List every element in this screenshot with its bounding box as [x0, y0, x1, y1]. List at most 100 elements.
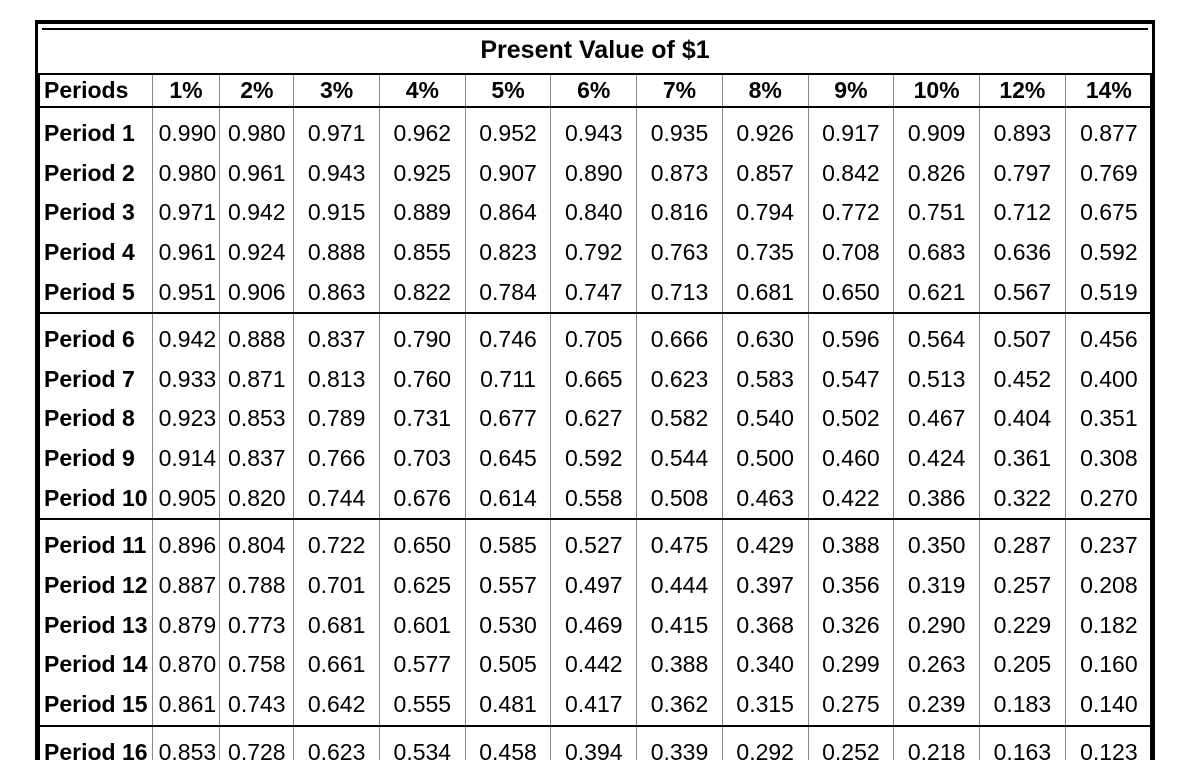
table-cell: 0.760 — [379, 360, 465, 400]
table-cell: 0.534 — [379, 726, 465, 760]
table-cell: 0.837 — [220, 439, 294, 479]
table-cell: 0.708 — [808, 233, 894, 273]
row-label: Period 8 — [39, 399, 152, 439]
table-row: Period 130.8790.7730.6810.6010.5300.4690… — [39, 606, 1151, 646]
table-cell: 0.888 — [294, 233, 380, 273]
row-label: Period 6 — [39, 313, 152, 360]
table-cell: 0.864 — [465, 193, 551, 233]
row-label: Period 3 — [39, 193, 152, 233]
table-cell: 0.287 — [979, 519, 1065, 566]
table-cell: 0.909 — [894, 107, 980, 154]
table-cell: 0.422 — [808, 479, 894, 520]
col-header-2pct: 2% — [220, 74, 294, 107]
table-cell: 0.857 — [722, 154, 808, 194]
table-cell: 0.951 — [152, 273, 220, 314]
table-cell: 0.926 — [722, 107, 808, 154]
table-row: Period 120.8870.7880.7010.6250.5570.4970… — [39, 566, 1151, 606]
table-cell: 0.701 — [294, 566, 380, 606]
row-label: Period 5 — [39, 273, 152, 314]
table-cell: 0.469 — [551, 606, 637, 646]
table-cell: 0.547 — [808, 360, 894, 400]
table-cell: 0.564 — [894, 313, 980, 360]
table-cell: 0.907 — [465, 154, 551, 194]
table-head: Periods 1% 2% 3% 4% 5% 6% 7% 8% 9% 10% 1… — [39, 74, 1151, 107]
table-cell: 0.942 — [220, 193, 294, 233]
table-cell: 0.508 — [637, 479, 723, 520]
col-header-1pct: 1% — [152, 74, 220, 107]
table-cell: 0.837 — [294, 313, 380, 360]
table-cell: 0.890 — [551, 154, 637, 194]
table-row: Period 50.9510.9060.8630.8220.7840.7470.… — [39, 273, 1151, 314]
table-cell: 0.935 — [637, 107, 723, 154]
table-cell: 0.208 — [1065, 566, 1151, 606]
table-cell: 0.557 — [465, 566, 551, 606]
table-cell: 0.623 — [637, 360, 723, 400]
table-cell: 0.163 — [979, 726, 1065, 760]
table-cell: 0.481 — [465, 685, 551, 726]
table-cell: 0.630 — [722, 313, 808, 360]
table-cell: 0.823 — [465, 233, 551, 273]
table-row: Period 140.8700.7580.6610.5770.5050.4420… — [39, 645, 1151, 685]
table-cell: 0.877 — [1065, 107, 1151, 154]
table-cell: 0.943 — [551, 107, 637, 154]
table-cell: 0.914 — [152, 439, 220, 479]
col-header-5pct: 5% — [465, 74, 551, 107]
table-cell: 0.677 — [465, 399, 551, 439]
row-label: Period 4 — [39, 233, 152, 273]
table-cell: 0.350 — [894, 519, 980, 566]
col-header-4pct: 4% — [379, 74, 465, 107]
table-cell: 0.627 — [551, 399, 637, 439]
col-header-10pct: 10% — [894, 74, 980, 107]
table-cell: 0.160 — [1065, 645, 1151, 685]
table-row: Period 60.9420.8880.8370.7900.7460.7050.… — [39, 313, 1151, 360]
row-label: Period 14 — [39, 645, 152, 685]
row-label: Period 11 — [39, 519, 152, 566]
table-cell: 0.582 — [637, 399, 723, 439]
table-cell: 0.731 — [379, 399, 465, 439]
table-cell: 0.952 — [465, 107, 551, 154]
table-cell: 0.758 — [220, 645, 294, 685]
col-header-14pct: 14% — [1065, 74, 1151, 107]
table-cell: 0.804 — [220, 519, 294, 566]
table-cell: 0.270 — [1065, 479, 1151, 520]
table-cell: 0.870 — [152, 645, 220, 685]
table-cell: 0.636 — [979, 233, 1065, 273]
table-cell: 0.404 — [979, 399, 1065, 439]
pv-table: Periods 1% 2% 3% 4% 5% 6% 7% 8% 9% 10% 1… — [38, 73, 1152, 760]
table-cell: 0.388 — [808, 519, 894, 566]
table-cell: 0.417 — [551, 685, 637, 726]
col-header-7pct: 7% — [637, 74, 723, 107]
table-title: Present Value of $1 — [42, 28, 1148, 73]
table-cell: 0.792 — [551, 233, 637, 273]
table-cell: 0.356 — [808, 566, 894, 606]
table-cell: 0.751 — [894, 193, 980, 233]
table-row: Period 40.9610.9240.8880.8550.8230.7920.… — [39, 233, 1151, 273]
table-cell: 0.961 — [220, 154, 294, 194]
table-cell: 0.400 — [1065, 360, 1151, 400]
table-cell: 0.681 — [722, 273, 808, 314]
table-cell: 0.790 — [379, 313, 465, 360]
row-label: Period 13 — [39, 606, 152, 646]
header-row: Periods 1% 2% 3% 4% 5% 6% 7% 8% 9% 10% 1… — [39, 74, 1151, 107]
table-cell: 0.452 — [979, 360, 1065, 400]
table-cell: 0.961 — [152, 233, 220, 273]
table-cell: 0.252 — [808, 726, 894, 760]
row-label: Period 15 — [39, 685, 152, 726]
table-cell: 0.397 — [722, 566, 808, 606]
table-cell: 0.257 — [979, 566, 1065, 606]
table-cell: 0.888 — [220, 313, 294, 360]
row-label: Period 12 — [39, 566, 152, 606]
table-cell: 0.527 — [551, 519, 637, 566]
table-cell: 0.229 — [979, 606, 1065, 646]
table-cell: 0.713 — [637, 273, 723, 314]
table-cell: 0.239 — [894, 685, 980, 726]
table-row: Period 150.8610.7430.6420.5550.4810.4170… — [39, 685, 1151, 726]
table-cell: 0.275 — [808, 685, 894, 726]
table-cell: 0.813 — [294, 360, 380, 400]
table-cell: 0.429 — [722, 519, 808, 566]
table-cell: 0.290 — [894, 606, 980, 646]
table-cell: 0.140 — [1065, 685, 1151, 726]
table-row: Period 70.9330.8710.8130.7600.7110.6650.… — [39, 360, 1151, 400]
table-cell: 0.339 — [637, 726, 723, 760]
row-label: Period 2 — [39, 154, 152, 194]
